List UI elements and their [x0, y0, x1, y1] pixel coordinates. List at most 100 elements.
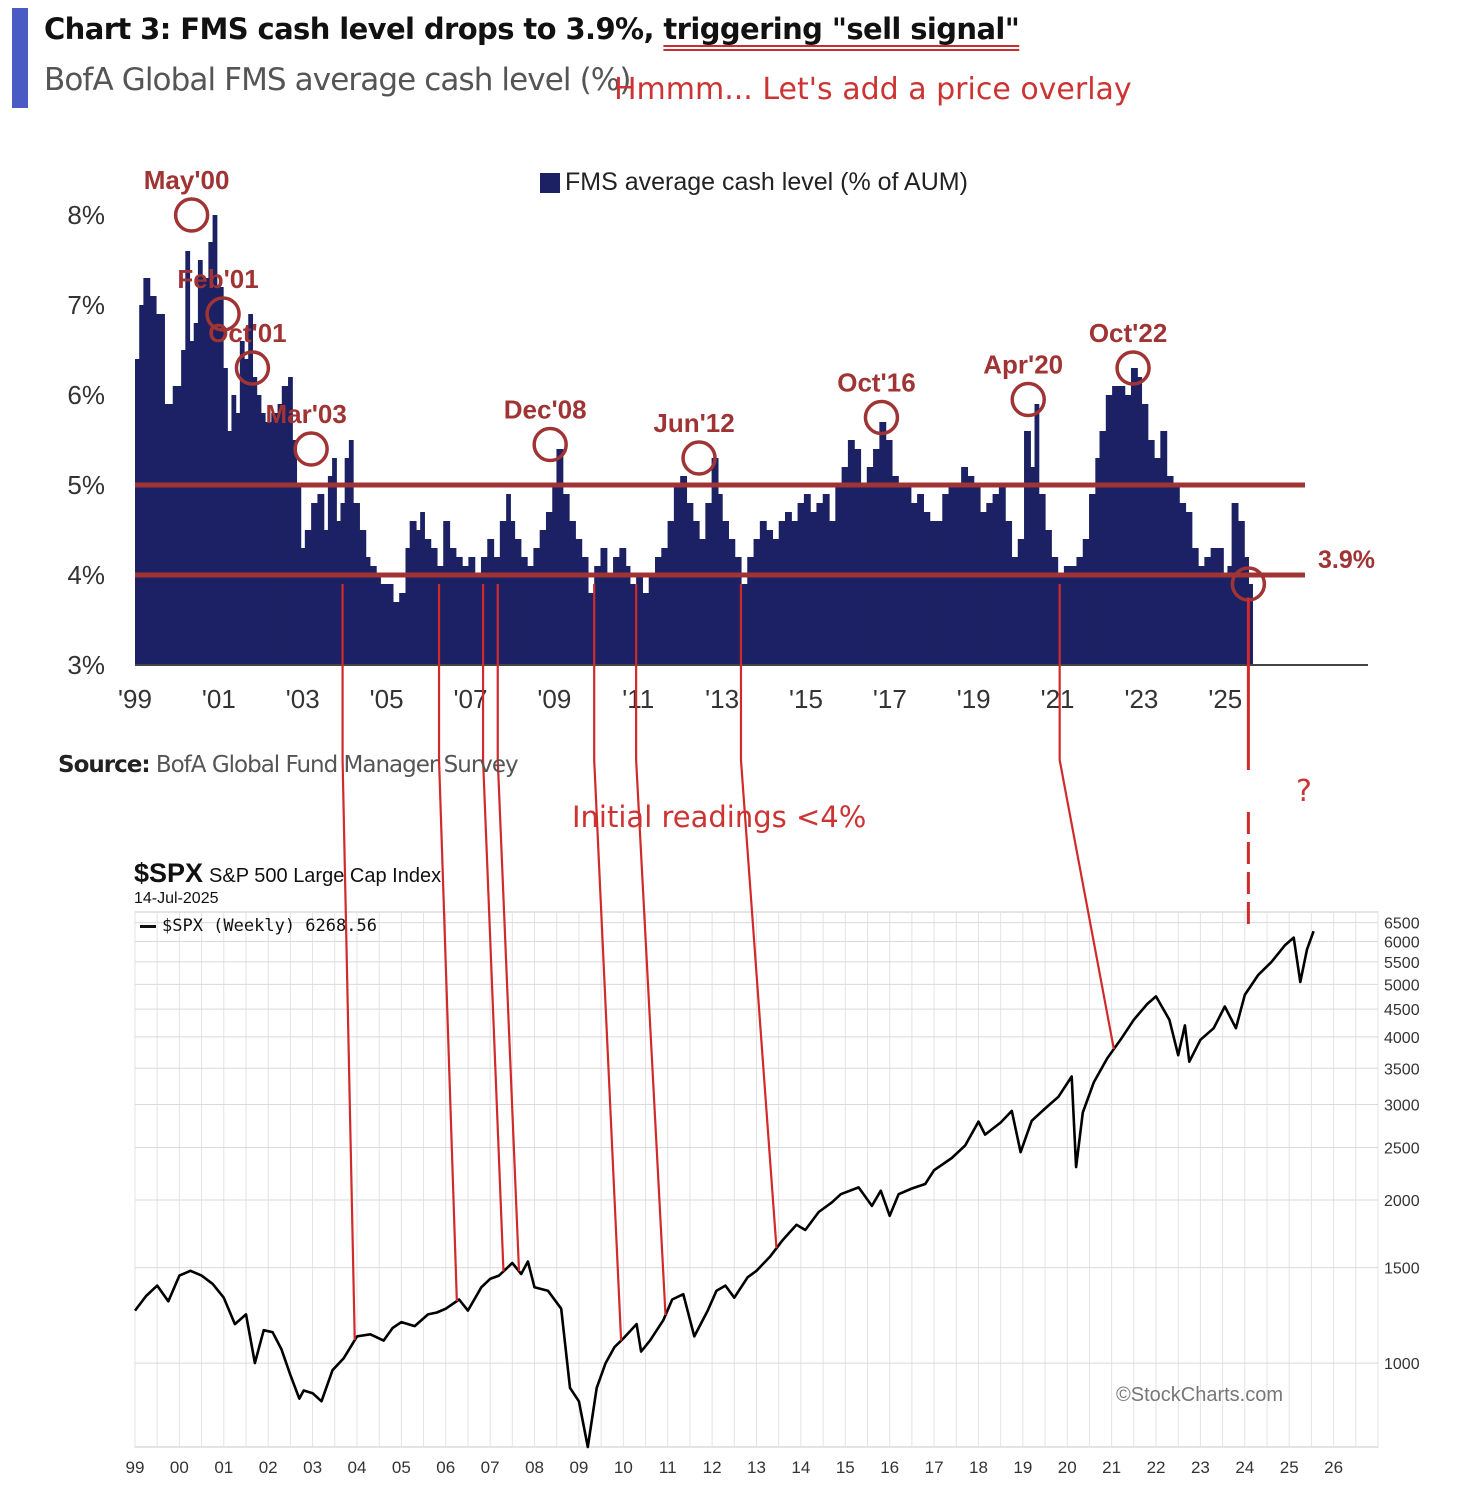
fms-bar	[223, 368, 228, 665]
fms-x-tick-label: '21	[1041, 684, 1075, 714]
fms-bar	[480, 557, 488, 665]
fms-bar	[386, 584, 394, 665]
fms-bar	[449, 548, 457, 665]
highlight-circle	[173, 197, 210, 233]
fms-y-tick-label: 3%	[67, 650, 105, 680]
fms-bar	[1089, 494, 1096, 665]
fms-bar	[661, 548, 669, 665]
fms-bar	[392, 602, 400, 665]
fms-bar	[728, 539, 736, 665]
price-overlay-annotation: Hmmm... Let's add a price overlay	[614, 72, 1132, 107]
spx-x-tick-label: 23	[1191, 1458, 1210, 1477]
fms-bar	[655, 557, 662, 665]
fms-bar	[1051, 557, 1059, 665]
fms-bar	[772, 539, 780, 665]
fms-bar	[239, 341, 245, 665]
fms-bar	[1105, 395, 1113, 665]
fms-bar	[235, 413, 241, 665]
fms-bar	[353, 503, 360, 665]
fms-x-tick-label: '03	[286, 684, 320, 714]
highlight-circle	[863, 399, 900, 436]
fms-x-tick-label: '05	[370, 684, 404, 714]
spx-legend: $SPX (Weekly) 6268.56	[140, 916, 377, 936]
fms-bar	[1130, 368, 1138, 665]
spx-x-tick-label: 11	[659, 1458, 677, 1477]
fms-bar	[705, 503, 713, 665]
fms-bar	[1024, 431, 1031, 665]
spx-x-tick-label: 02	[259, 1458, 278, 1477]
fms-x-tick-label: '23	[1125, 684, 1159, 714]
highlight-circle	[1010, 381, 1046, 418]
connector-line	[739, 584, 778, 1249]
spx-x-tick-label: 22	[1147, 1458, 1166, 1477]
fms-bar	[1210, 548, 1218, 665]
fms-bar	[430, 548, 438, 665]
fms-bar	[879, 422, 887, 665]
fms-bar	[474, 575, 482, 665]
fms-bar	[619, 548, 627, 665]
fms-bar	[847, 440, 855, 665]
spx-x-tick-label: 10	[614, 1458, 633, 1477]
vertical-connector-lines	[341, 584, 1250, 1341]
chart-subtitle: BofA Global FMS average cash level (%)	[44, 62, 631, 98]
spx-x-tick-label: 16	[880, 1458, 899, 1477]
fms-bar	[1005, 521, 1013, 665]
fms-bar	[891, 476, 899, 665]
fms-bar	[208, 242, 214, 665]
fms-bar	[1137, 377, 1143, 665]
fms-bar	[923, 512, 931, 665]
spx-x-tick-label: 07	[481, 1458, 500, 1477]
spx-x-tick-label: 15	[836, 1458, 855, 1477]
fms-bar	[376, 575, 381, 665]
fms-bar	[629, 584, 637, 665]
fms-bar	[260, 413, 266, 665]
connector-line	[341, 584, 356, 1341]
fms-bar	[365, 557, 371, 665]
fms-bar	[193, 323, 199, 665]
fms-bar	[499, 521, 507, 665]
fms-bar	[155, 314, 165, 665]
question-mark-annotation: ?	[1296, 774, 1312, 809]
fms-bar	[281, 386, 289, 665]
fms-bar	[648, 575, 656, 665]
spx-x-tick-label: 25	[1280, 1458, 1299, 1477]
fms-bar	[866, 467, 874, 665]
spx-name: S&P 500 Large Cap Index	[209, 865, 442, 887]
fms-bar	[1179, 503, 1187, 665]
fms-bar	[181, 350, 186, 665]
fms-bar	[711, 458, 719, 665]
fms-bar	[1034, 404, 1040, 665]
fms-bar	[1160, 431, 1168, 665]
fms-bar	[323, 530, 329, 665]
fms-bar	[265, 422, 272, 665]
fms-bar	[717, 494, 723, 665]
spx-y-tick-label: 5000	[1384, 977, 1420, 994]
fms-bar	[256, 395, 262, 665]
fms-x-tick-label: '01	[202, 684, 236, 714]
fms-legend-swatch	[540, 173, 560, 193]
spx-date: 14-Jul-2025	[134, 890, 219, 907]
fms-bar	[300, 548, 306, 665]
fms-x-tick-label: '19	[957, 684, 991, 714]
fms-bar	[829, 521, 836, 665]
fms-bar	[600, 548, 608, 665]
fms-bar	[1244, 557, 1249, 665]
fms-bar	[1227, 566, 1233, 665]
fms-bar	[803, 494, 811, 665]
spx-y-tick-label: 3500	[1384, 1061, 1420, 1078]
fms-bar	[797, 503, 805, 665]
fms-bar	[527, 566, 534, 665]
fms-bar	[317, 494, 325, 665]
fms-bar	[468, 557, 476, 665]
highlight-label: Oct'01	[208, 318, 286, 348]
spx-x-tick-label: 12	[703, 1458, 722, 1477]
fms-bar	[292, 440, 298, 665]
fms-bar	[910, 503, 918, 665]
highlight-circle	[1115, 350, 1151, 386]
fms-bar	[778, 521, 786, 665]
fms-x-tick-label: '11	[622, 684, 654, 714]
fms-bar	[569, 521, 576, 665]
spx-y-tick-label: 3000	[1384, 1098, 1420, 1115]
fms-bar	[791, 521, 799, 665]
source-note: Source: BofA Global Fund Manager Survey	[58, 752, 519, 778]
